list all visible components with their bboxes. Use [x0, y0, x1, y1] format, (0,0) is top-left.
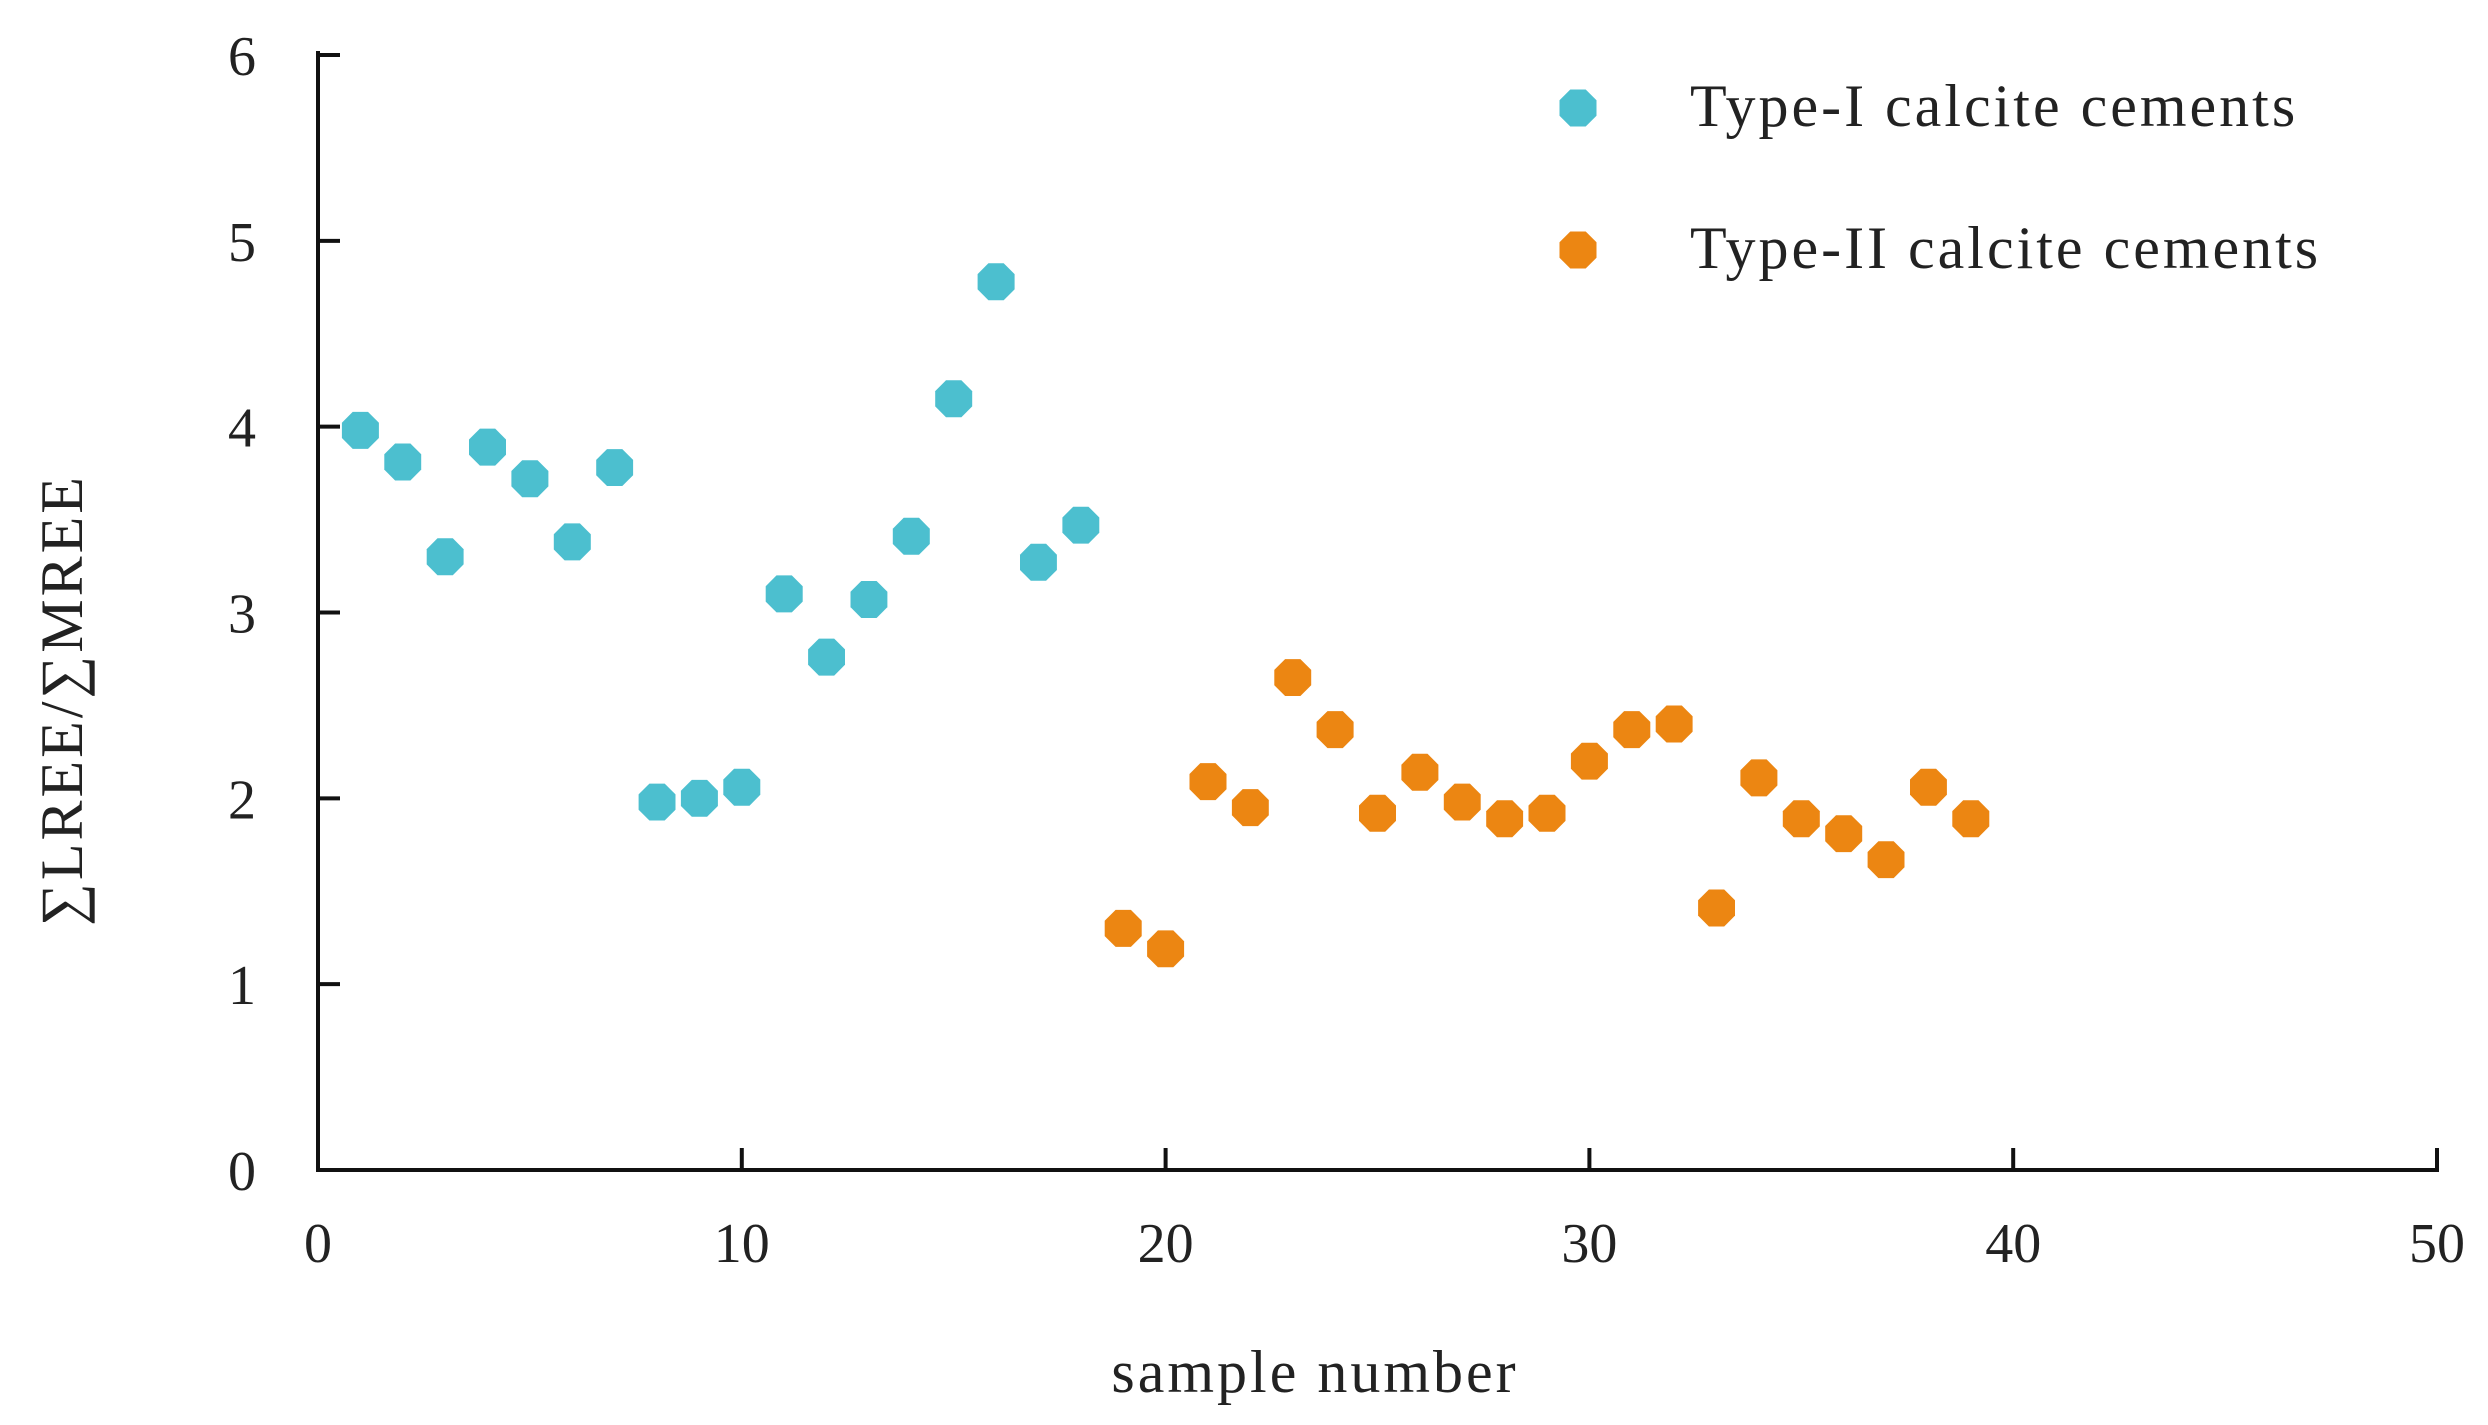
y-tick-label: 0 — [228, 1141, 256, 1203]
data-point — [1570, 742, 1608, 780]
data-point — [1062, 506, 1100, 544]
data-point — [1782, 800, 1820, 838]
data-point — [553, 523, 591, 561]
y-tick-label: 6 — [228, 26, 256, 88]
legend: Type-I calcite cements Type-II calcite c… — [1559, 73, 2321, 281]
data-point — [341, 411, 379, 449]
data-point — [680, 779, 718, 817]
data-point — [1104, 909, 1142, 947]
data-point — [892, 517, 930, 555]
series-1 — [341, 263, 1100, 821]
y-axis-ticks: 0 1 2 3 4 5 6 — [228, 26, 340, 1203]
data-point — [596, 449, 634, 486]
legend-label-type-ii: Type-II calcite cements — [1690, 215, 2321, 281]
data-points — [341, 263, 1990, 968]
data-point — [765, 575, 803, 613]
data-point — [426, 538, 464, 576]
y-tick-label: 1 — [228, 955, 256, 1017]
y-tick-label: 3 — [228, 584, 256, 646]
x-tick-label: 50 — [2409, 1213, 2465, 1275]
data-point — [1189, 763, 1227, 801]
data-point — [1910, 768, 1947, 806]
data-point — [1613, 711, 1651, 749]
data-point — [850, 581, 888, 618]
series-2 — [1104, 659, 1990, 968]
y-axis-title: ∑LREE/∑MREE — [29, 474, 95, 926]
data-point — [1359, 794, 1396, 832]
data-point — [469, 428, 506, 466]
data-point — [977, 263, 1015, 301]
data-point — [1952, 800, 1990, 838]
data-point — [1231, 789, 1269, 827]
x-tick-label: 30 — [1561, 1213, 1617, 1275]
legend-item-type-ii: Type-II calcite cements — [1559, 215, 2321, 281]
data-point — [511, 460, 549, 498]
data-point — [1655, 705, 1693, 743]
legend-marker-type-ii — [1559, 231, 1597, 269]
x-tick-label: 40 — [1985, 1213, 2041, 1275]
data-point — [1020, 543, 1057, 581]
data-point — [1274, 659, 1312, 696]
data-point — [1825, 815, 1863, 853]
data-point — [808, 638, 845, 676]
x-axis-ticks: 0 10 20 30 40 50 — [304, 1148, 2465, 1275]
data-point — [1443, 783, 1481, 821]
legend-item-type-i: Type-I calcite cements — [1559, 73, 2298, 139]
y-tick-label: 4 — [228, 398, 256, 460]
data-point — [1867, 841, 1905, 879]
y-tick-label: 5 — [228, 212, 256, 274]
y-tick-label: 2 — [228, 769, 256, 831]
data-point — [638, 783, 676, 821]
legend-marker-type-i — [1559, 89, 1597, 127]
data-point — [1486, 800, 1524, 838]
data-point — [1740, 759, 1778, 797]
legend-label-type-i: Type-I calcite cements — [1690, 73, 2298, 139]
data-point — [1528, 794, 1566, 832]
data-point — [384, 443, 422, 481]
data-point — [1401, 753, 1439, 791]
x-tick-label: 20 — [1138, 1213, 1194, 1275]
x-axis-title: sample number — [1111, 1339, 1518, 1405]
data-point — [935, 380, 973, 418]
x-tick-label: 10 — [714, 1213, 770, 1275]
data-point — [723, 768, 761, 806]
data-point — [1316, 711, 1354, 749]
data-point — [1698, 889, 1735, 927]
x-tick-label: 0 — [304, 1213, 332, 1275]
data-point — [1147, 930, 1185, 968]
